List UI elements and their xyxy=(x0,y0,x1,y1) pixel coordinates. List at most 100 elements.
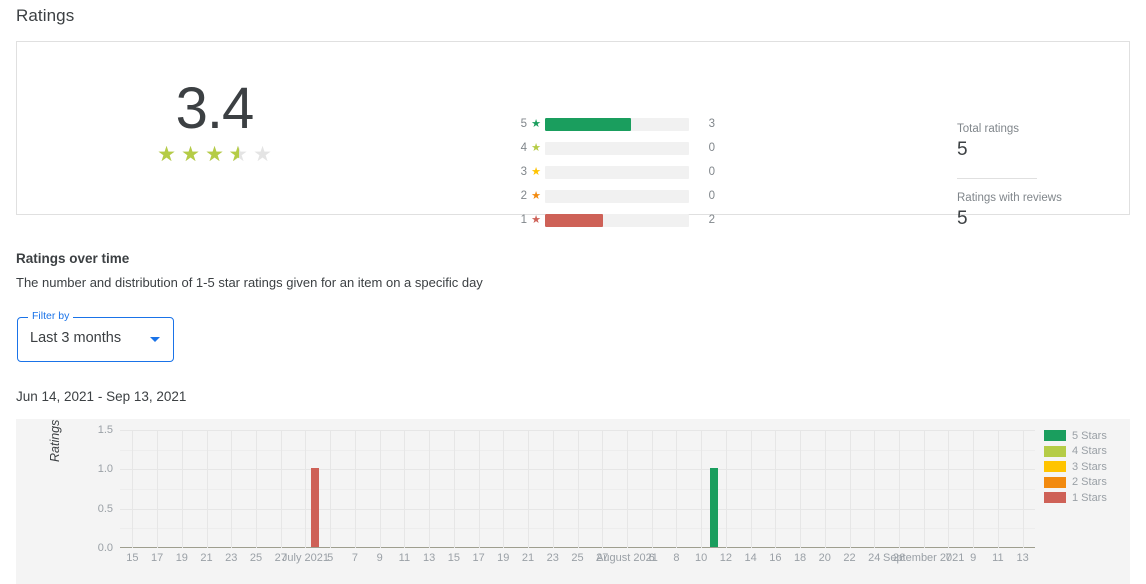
distribution-row[interactable]: 2 ★ 0 xyxy=(515,184,715,208)
average-score-value: 3.4 xyxy=(175,76,255,141)
x-axis-tick-label: 19 xyxy=(175,552,188,564)
distribution-count: 0 xyxy=(708,142,715,154)
chart-bar[interactable] xyxy=(709,468,718,547)
x-axis-tick-label: 9 xyxy=(970,552,977,564)
grid-line-vertical xyxy=(503,430,504,548)
x-axis-tick-label: 7 xyxy=(351,552,358,564)
grid-line-vertical xyxy=(281,430,282,548)
stat-label: Total ratings xyxy=(957,123,1020,135)
x-axis-tick-label: 6 xyxy=(648,552,655,564)
distribution-row[interactable]: 1 ★ 2 xyxy=(515,208,715,232)
legend-label: 4 Stars xyxy=(1072,445,1107,458)
stat-value: 5 xyxy=(957,208,968,229)
section-description: The number and distribution of 1-5 star … xyxy=(16,275,483,290)
grid-line-horizontal-minor xyxy=(120,528,1035,530)
distribution-row[interactable]: 5 ★ 3 xyxy=(515,112,715,136)
legend-item[interactable]: 1 Stars xyxy=(1044,490,1140,506)
x-axis-tick-label: 15 xyxy=(126,552,139,564)
chart-bar[interactable] xyxy=(311,468,320,547)
distribution-row[interactable]: 4 ★ 0 xyxy=(515,136,715,160)
grid-line-vertical xyxy=(874,430,875,548)
grid-line-vertical xyxy=(429,430,430,548)
distribution-count: 0 xyxy=(708,190,715,202)
grid-line-vertical xyxy=(380,430,381,548)
grid-line-vertical xyxy=(899,430,900,548)
ratings-stats: Total ratings 5 Ratings with reviews 5 xyxy=(957,122,1107,231)
grid-line-vertical xyxy=(850,430,851,548)
distribution-star-number: 2 xyxy=(520,190,527,202)
star-icon: ★ xyxy=(531,141,541,154)
ratings-summary-card: 3.4 ★★★★★★★★★★ 5★34★03★02★01★2 Total rat… xyxy=(16,41,1130,229)
distribution-bar-fill xyxy=(545,117,632,131)
section-title-ratings-over-time: Ratings over time xyxy=(16,251,130,266)
legend-label: 2 Stars xyxy=(1072,476,1107,489)
x-axis-tick-label: 8 xyxy=(673,552,680,564)
y-axis-tick-label: 0.0 xyxy=(97,542,113,554)
chevron-down-icon[interactable] xyxy=(150,337,160,342)
grid-line-horizontal xyxy=(120,469,1035,471)
x-axis-tick-label: 10 xyxy=(695,552,708,564)
star-icon: ★ xyxy=(531,117,541,130)
grid-line-vertical xyxy=(231,430,232,548)
grid-line-vertical xyxy=(652,430,653,548)
x-axis-tick-label: 15 xyxy=(447,552,460,564)
grid-line-vertical xyxy=(404,430,405,548)
distribution-bar-fill xyxy=(545,213,603,227)
grid-line-vertical xyxy=(528,430,529,548)
stat-value: 5 xyxy=(957,139,968,160)
legend-color-swatch xyxy=(1044,492,1066,504)
x-axis-tick-label: 20 xyxy=(818,552,831,564)
x-axis-tick-label: 12 xyxy=(719,552,732,564)
star-icon: ★★ xyxy=(205,143,224,166)
x-axis-tick-label: 17 xyxy=(150,552,164,564)
legend-item[interactable]: 4 Stars xyxy=(1044,444,1140,460)
x-axis-tick-label: 13 xyxy=(1016,552,1029,564)
grid-line-vertical xyxy=(157,430,158,548)
x-axis-tick-label: 21 xyxy=(200,552,213,564)
star-icon: ★★ xyxy=(157,143,176,166)
star-icon: ★★ xyxy=(253,143,272,166)
grid-line-vertical xyxy=(948,430,949,548)
grid-line-vertical xyxy=(578,430,579,548)
grid-line-vertical xyxy=(701,430,702,548)
grid-line-vertical xyxy=(553,430,554,548)
stat-label: Ratings with reviews xyxy=(957,192,1062,204)
grid-line-vertical xyxy=(973,430,974,548)
x-axis-tick-label: 25 xyxy=(249,552,263,564)
star-icon: ★★ xyxy=(181,143,200,166)
distribution-count: 0 xyxy=(708,166,715,178)
grid-line-horizontal-minor xyxy=(120,449,1035,451)
distribution-star-number: 3 xyxy=(520,166,527,178)
x-axis-tick-label: 16 xyxy=(769,552,782,564)
star-icon: ★ xyxy=(531,165,541,178)
legend-label: 1 Stars xyxy=(1072,491,1107,504)
x-axis-tick-label: 23 xyxy=(225,552,238,564)
y-axis-title: Ratings xyxy=(48,419,62,462)
x-axis-tick-label: 22 xyxy=(843,552,856,564)
distribution-row[interactable]: 3 ★ 0 xyxy=(515,160,715,184)
legend-label: 5 Stars xyxy=(1072,429,1107,442)
y-axis-tick-label: 0.5 xyxy=(97,502,113,515)
chart-legend: 5 Stars 4 Stars 3 Stars 2 Stars 1 Stars xyxy=(1044,428,1140,506)
grid-line-horizontal xyxy=(120,430,1035,431)
filter-by-select[interactable]: Filter by Last 3 months xyxy=(17,310,174,362)
distribution-star-number: 4 xyxy=(520,142,527,154)
distribution-count: 3 xyxy=(708,118,715,130)
legend-item[interactable]: 3 Stars xyxy=(1044,459,1140,475)
x-axis-tick-label: 11 xyxy=(398,552,411,564)
legend-item[interactable]: 2 Stars xyxy=(1044,475,1140,491)
ratings-over-time-chart xyxy=(16,419,1130,584)
legend-color-swatch xyxy=(1044,461,1066,473)
x-axis-tick-label: 27 xyxy=(596,552,609,564)
x-axis-tick-label: 21 xyxy=(521,552,535,564)
page-title: Ratings xyxy=(16,6,75,25)
x-axis-tick-label: 23 xyxy=(546,552,559,564)
grid-line-vertical xyxy=(924,430,925,548)
grid-line-vertical xyxy=(998,430,999,548)
y-axis-tick-label: 1.0 xyxy=(97,463,113,476)
grid-line-vertical xyxy=(479,430,480,548)
legend-item[interactable]: 5 Stars xyxy=(1044,428,1140,444)
distribution-star-number: 5 xyxy=(520,118,527,130)
distribution-bar-track xyxy=(545,213,689,227)
distribution-count: 2 xyxy=(708,214,715,226)
